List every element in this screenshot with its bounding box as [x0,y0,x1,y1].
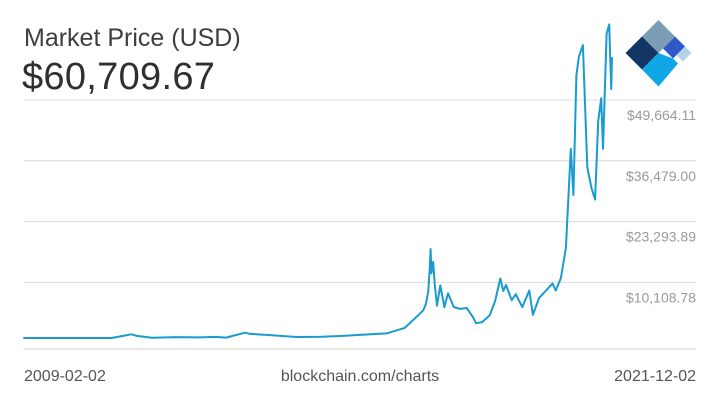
blockchain-cube-logo-icon [625,20,692,87]
start-date-label: 2009-02-02 [24,368,106,385]
current-price-value: $60,709.67 [22,56,216,98]
y-tick-labels: $10,108.78 $23,293.89 $36,479.00 $49,664.11 [626,107,696,305]
y-tick-label-2: $36,479.00 [626,168,696,184]
chart-title: Market Price (USD) [24,24,241,52]
y-tick-label-1: $23,293.89 [626,229,696,245]
y-tick-label-0: $10,108.78 [626,289,696,305]
source-link[interactable]: blockchain.com/charts [280,368,440,385]
y-tick-label-3: $49,664.11 [627,107,696,123]
logo-right-facet [663,36,685,59]
logo-bottom-facet [642,53,678,87]
logo-right-corner-facet [676,46,692,62]
price-series-line [23,23,613,339]
end-date-label: 2021-12-02 [614,368,696,385]
